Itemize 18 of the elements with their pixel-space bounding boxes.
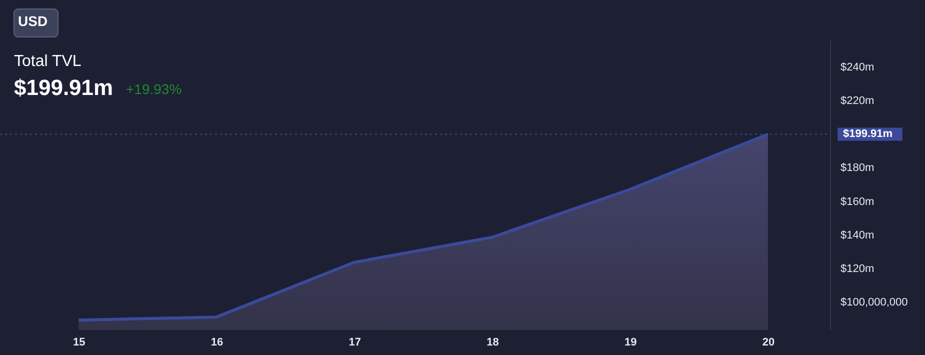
ref-line-label: $199.91m	[843, 128, 893, 140]
text: Total TVL	[14, 53, 82, 70]
x-tick-label: 18	[486, 336, 499, 348]
x-tick-label: 17	[348, 336, 361, 348]
x-tick-label: 19	[624, 336, 637, 348]
y-tick-label: $180m	[840, 162, 874, 174]
x-tick-label: 20	[762, 336, 775, 348]
y-tick-label: $100,000,000	[840, 296, 908, 309]
y-tick-label: $220m	[840, 94, 874, 107]
annotation: +19.93%	[126, 81, 182, 97]
y-tick-label: $240m	[840, 61, 874, 74]
y-tick-label: $140m	[840, 229, 874, 242]
text: USD	[18, 13, 48, 29]
text: $199.91m	[14, 75, 114, 100]
y-tick-label: $120m	[840, 263, 874, 276]
x-tick-label: 16	[210, 336, 224, 348]
y-tick-label: $160m	[840, 196, 874, 208]
x-tick-label: 15	[72, 336, 86, 348]
